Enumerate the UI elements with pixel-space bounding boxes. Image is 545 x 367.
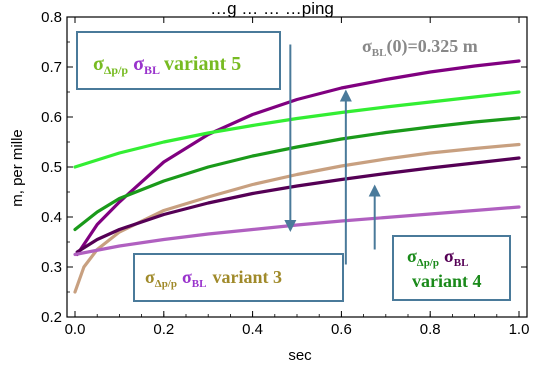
chart-title: …g … … …ping xyxy=(210,0,334,18)
series-line-6 xyxy=(73,205,521,257)
annotation-text-variant-4-line1: σΔp/p σBL xyxy=(407,246,468,269)
y-tick-label: 0.6 xyxy=(41,109,62,126)
annotation-variant-3: σΔp/p σBL variant 3 xyxy=(133,253,344,302)
x-tick-label: 0.4 xyxy=(242,321,263,338)
annotation-text-variant-5: σΔp/p σBL variant 5 xyxy=(93,53,241,77)
x-axis-label: sec xyxy=(288,347,312,364)
sigma-bl-zero-label: σBL(0)=0.325 m xyxy=(362,36,478,59)
annotation-variant-5: σΔp/p σBL variant 5 xyxy=(76,31,281,90)
axes: 0.0 0.2 0.4 0.6 0.8 1.00.20.30.40.50.60.70.8 xyxy=(41,9,529,338)
x-tick-label: 0.6 xyxy=(331,321,352,338)
series xyxy=(73,59,521,294)
arrow-head-3 xyxy=(368,184,381,197)
annotation-variant-4: σΔp/p σBL variant 4 xyxy=(392,235,511,301)
y-tick-label: 0.8 xyxy=(41,9,62,26)
arrows xyxy=(284,44,381,265)
annotation-text-variant-4-line2: variant 4 xyxy=(412,271,482,291)
x-tick-label: 0.2 xyxy=(153,321,174,338)
x-tick-label: 0.8 xyxy=(420,321,441,338)
series-line-2 xyxy=(73,90,521,169)
y-tick-label: 0.4 xyxy=(41,209,62,226)
x-tick-label: 1.0 xyxy=(509,321,530,338)
series-line-5 xyxy=(75,156,521,254)
annotation-box-variant-4 xyxy=(392,235,511,301)
annotation-box-variant-3 xyxy=(133,253,344,302)
annotation-box-variant-5 xyxy=(76,31,281,90)
arrow-head-2 xyxy=(339,89,352,102)
y-tick-label: 0.7 xyxy=(41,59,62,76)
y-tick-label: 0.5 xyxy=(41,159,62,176)
y-axis-label: m, per mille xyxy=(9,129,26,207)
series-line-1 xyxy=(75,59,521,257)
arrow-head-1 xyxy=(284,220,297,232)
y-tick-label: 0.3 xyxy=(41,259,62,276)
y-tick-label: 0.2 xyxy=(41,309,62,326)
x-tick-label: 0.0 xyxy=(65,321,86,338)
annotation-text-variant-3: σΔp/p σBL variant 3 xyxy=(145,267,282,290)
series-line-3 xyxy=(73,116,521,232)
